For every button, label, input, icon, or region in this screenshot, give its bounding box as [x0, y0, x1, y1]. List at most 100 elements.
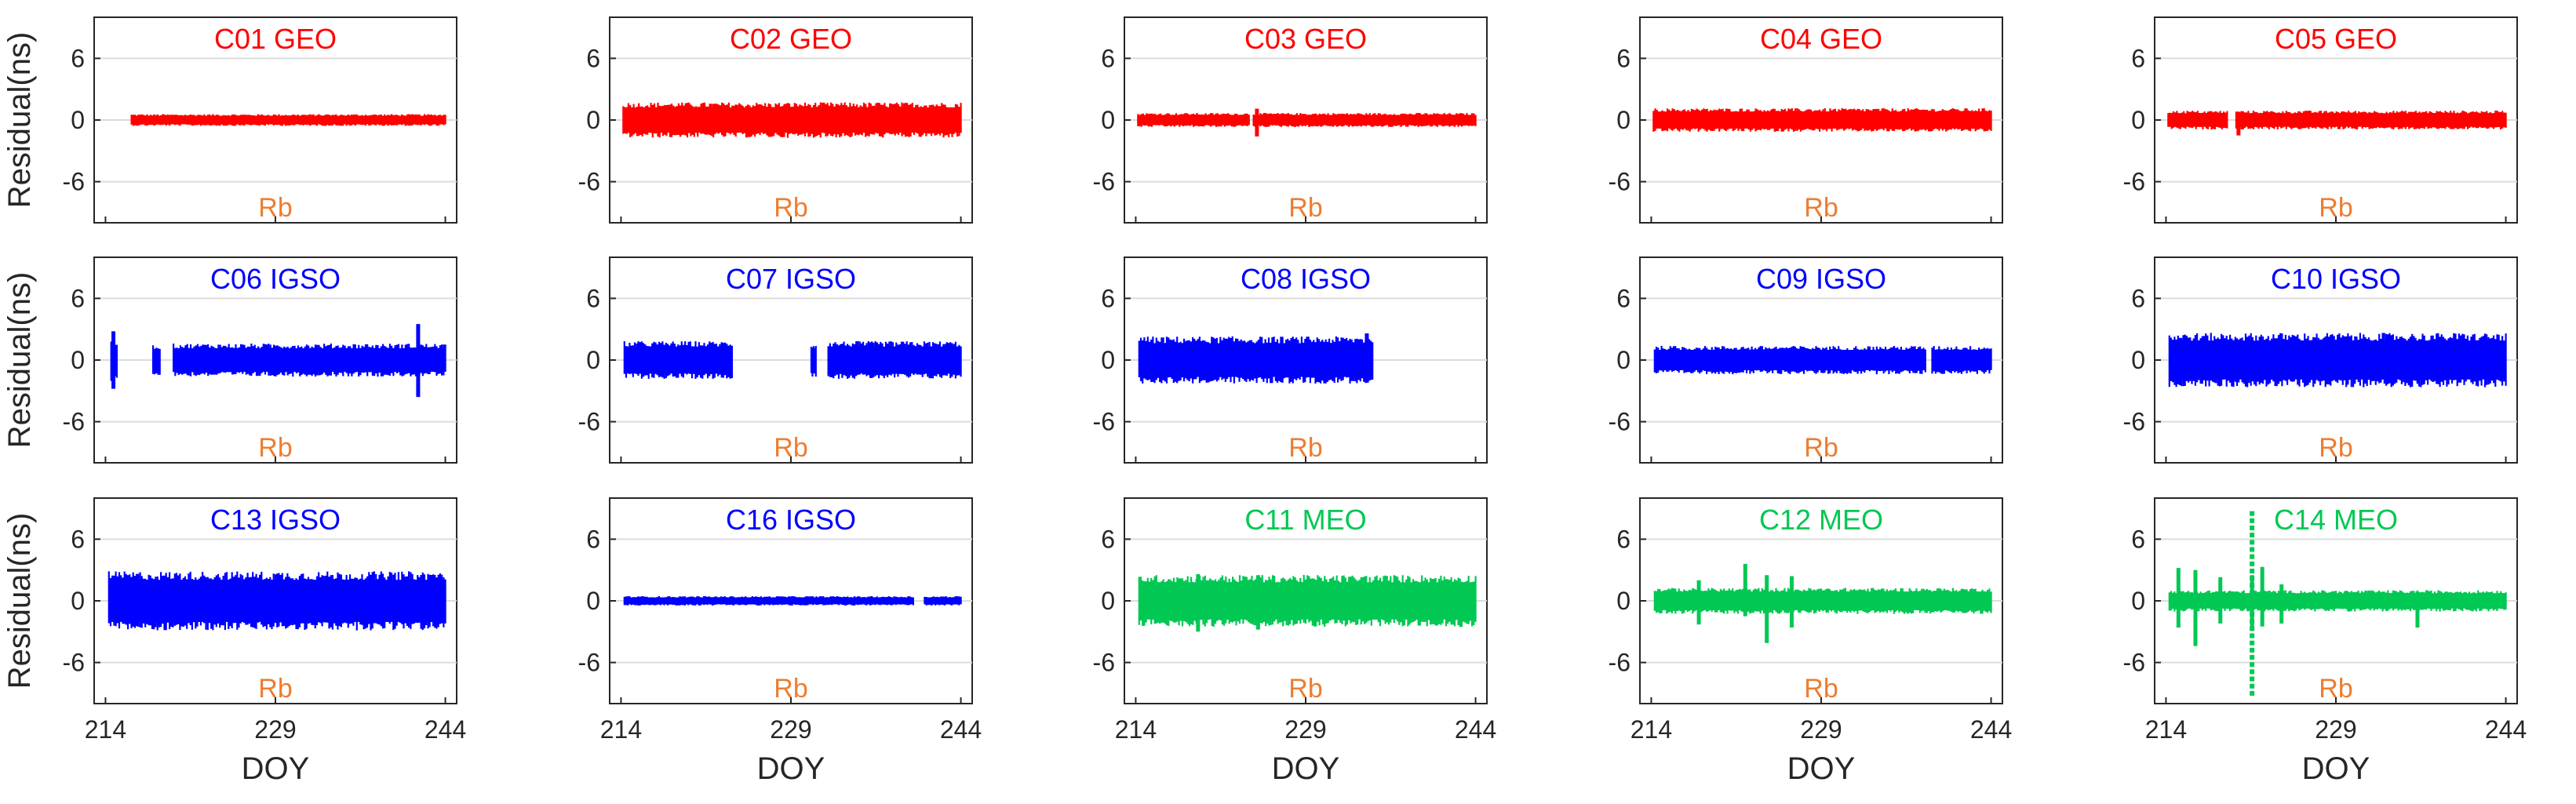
residual-points	[622, 102, 962, 138]
outlier-point	[2250, 540, 2255, 545]
panel-c12: 6 0 -6 C12 MEO Rb 214 229 244 DOY	[1609, 497, 2012, 786]
y-tick-label: 0	[1616, 106, 1630, 134]
panel-title: C10 IGSO	[2271, 263, 2401, 295]
clock-type-label: Rb	[1288, 674, 1322, 704]
y-tick-label: 0	[1101, 106, 1115, 134]
outlier-point	[2250, 569, 2255, 574]
residual-points	[924, 596, 962, 606]
panel-c10: 6 0 -6 C10 IGSO Rb	[2123, 256, 2518, 464]
clock-type-label: Rb	[2319, 674, 2352, 704]
clock-type-label: Rb	[774, 674, 807, 704]
panel-c03: 6 0 -6 C03 GEO Rb	[1093, 16, 1488, 224]
y-tick-label: -6	[63, 649, 85, 677]
clock-type-label: Rb	[1804, 433, 1838, 463]
residual-points	[623, 341, 733, 379]
outlier-point	[2250, 676, 2255, 682]
clock-type-label: Rb	[1804, 674, 1838, 704]
x-axis-label: DOY	[242, 751, 310, 786]
residual-points	[2235, 111, 2507, 129]
y-tick-label: 0	[1616, 346, 1630, 374]
y-axis-label: Residual(ns)	[2, 272, 37, 449]
panel-title: C16 IGSO	[726, 504, 856, 536]
clock-type-label: Rb	[2319, 193, 2352, 223]
y-tick-label: -6	[578, 649, 600, 677]
panel-title: C04 GEO	[1760, 23, 1882, 55]
y-tick-label: 0	[1101, 346, 1115, 374]
residual-points	[623, 596, 914, 606]
clock-type-label: Rb	[2319, 433, 2352, 463]
x-tick-label: 229	[1800, 715, 1842, 744]
residual-points	[827, 340, 962, 379]
panel-title: C14 MEO	[2274, 504, 2398, 536]
outlier-point	[2250, 662, 2255, 668]
y-tick-label: 6	[71, 44, 85, 72]
residual-points	[173, 344, 446, 377]
x-tick-label: 229	[770, 715, 811, 744]
outlier-point	[2250, 511, 2255, 516]
x-tick-label: 214	[600, 715, 642, 744]
y-tick-label: 0	[71, 106, 85, 134]
panel-title: C05 GEO	[2275, 23, 2397, 55]
y-tick-label: 0	[586, 106, 600, 134]
panel-c04: 6 0 -6 C04 GEO Rb	[1609, 16, 2003, 224]
y-tick-label: -6	[578, 408, 600, 436]
residual-points	[1652, 107, 1992, 132]
y-axis-label: Residual(ns)	[2, 32, 37, 209]
y-tick-label: -6	[1093, 649, 1115, 677]
y-tick-label: 6	[2131, 284, 2145, 312]
x-tick-label: 214	[1630, 715, 1672, 744]
x-tick-label: 244	[1455, 715, 1496, 744]
y-tick-label: 6	[71, 525, 85, 553]
outlier-point	[2250, 554, 2255, 559]
x-tick-label: 244	[940, 715, 982, 744]
y-tick-label: 6	[586, 525, 600, 553]
panel-title: C06 IGSO	[210, 263, 341, 295]
panel-title: C12 MEO	[1759, 504, 1883, 536]
residual-points	[1653, 346, 1926, 375]
panel-c06: 6 0 -6 C06 IGSO Rb Residual(ns)	[2, 256, 457, 464]
y-tick-label: -6	[578, 168, 600, 196]
residual-points	[810, 346, 817, 377]
y-axis-label: Residual(ns)	[2, 513, 37, 689]
panel-c07: 6 0 -6 C07 IGSO Rb	[578, 256, 973, 464]
outlier-point	[2250, 640, 2255, 646]
clock-type-label: Rb	[774, 433, 807, 463]
y-tick-label: 6	[2131, 44, 2145, 72]
clock-type-label: Rb	[774, 193, 807, 223]
y-tick-label: 6	[71, 284, 85, 312]
panel-title: C08 IGSO	[1241, 263, 1371, 295]
y-tick-label: 6	[586, 284, 600, 312]
y-tick-label: -6	[2123, 408, 2145, 436]
panel-title: C07 IGSO	[726, 263, 856, 295]
panel-title: C11 MEO	[1244, 504, 1366, 536]
x-axis-label: DOY	[757, 751, 825, 786]
residual-points	[152, 345, 161, 375]
y-tick-label: -6	[1093, 408, 1115, 436]
y-tick-label: 0	[586, 346, 600, 374]
panel-c08: 6 0 -6 C08 IGSO Rb	[1093, 256, 1488, 464]
y-tick-label: 0	[1616, 587, 1630, 615]
y-tick-label: -6	[1093, 168, 1115, 196]
y-tick-label: -6	[1609, 168, 1630, 196]
residual-points	[1252, 113, 1477, 127]
y-tick-label: -6	[63, 408, 85, 436]
y-tick-label: 0	[1101, 587, 1115, 615]
outlier-point	[2250, 561, 2255, 566]
x-tick-label: 244	[424, 715, 466, 744]
clock-type-label: Rb	[258, 193, 292, 223]
x-tick-label: 244	[2485, 715, 2527, 744]
outlier-point	[2250, 647, 2255, 653]
clock-type-label: Rb	[1288, 193, 1322, 223]
panel-title: C01 GEO	[214, 23, 337, 55]
y-tick-label: 6	[1616, 525, 1630, 553]
x-tick-label: 229	[1284, 715, 1326, 744]
outlier-point	[2250, 533, 2255, 538]
x-tick-label: 214	[1115, 715, 1157, 744]
panel-c13: 6 0 -6 C13 IGSO Rb 214 229 244 DOY Residual(ns)	[2, 497, 466, 786]
clock-type-label: Rb	[1804, 193, 1838, 223]
outlier-point	[2250, 626, 2255, 631]
x-tick-label: 214	[85, 715, 126, 744]
x-axis-label: DOY	[1787, 751, 1856, 786]
x-axis-label: DOY	[2302, 751, 2370, 786]
y-tick-label: 6	[1616, 284, 1630, 312]
